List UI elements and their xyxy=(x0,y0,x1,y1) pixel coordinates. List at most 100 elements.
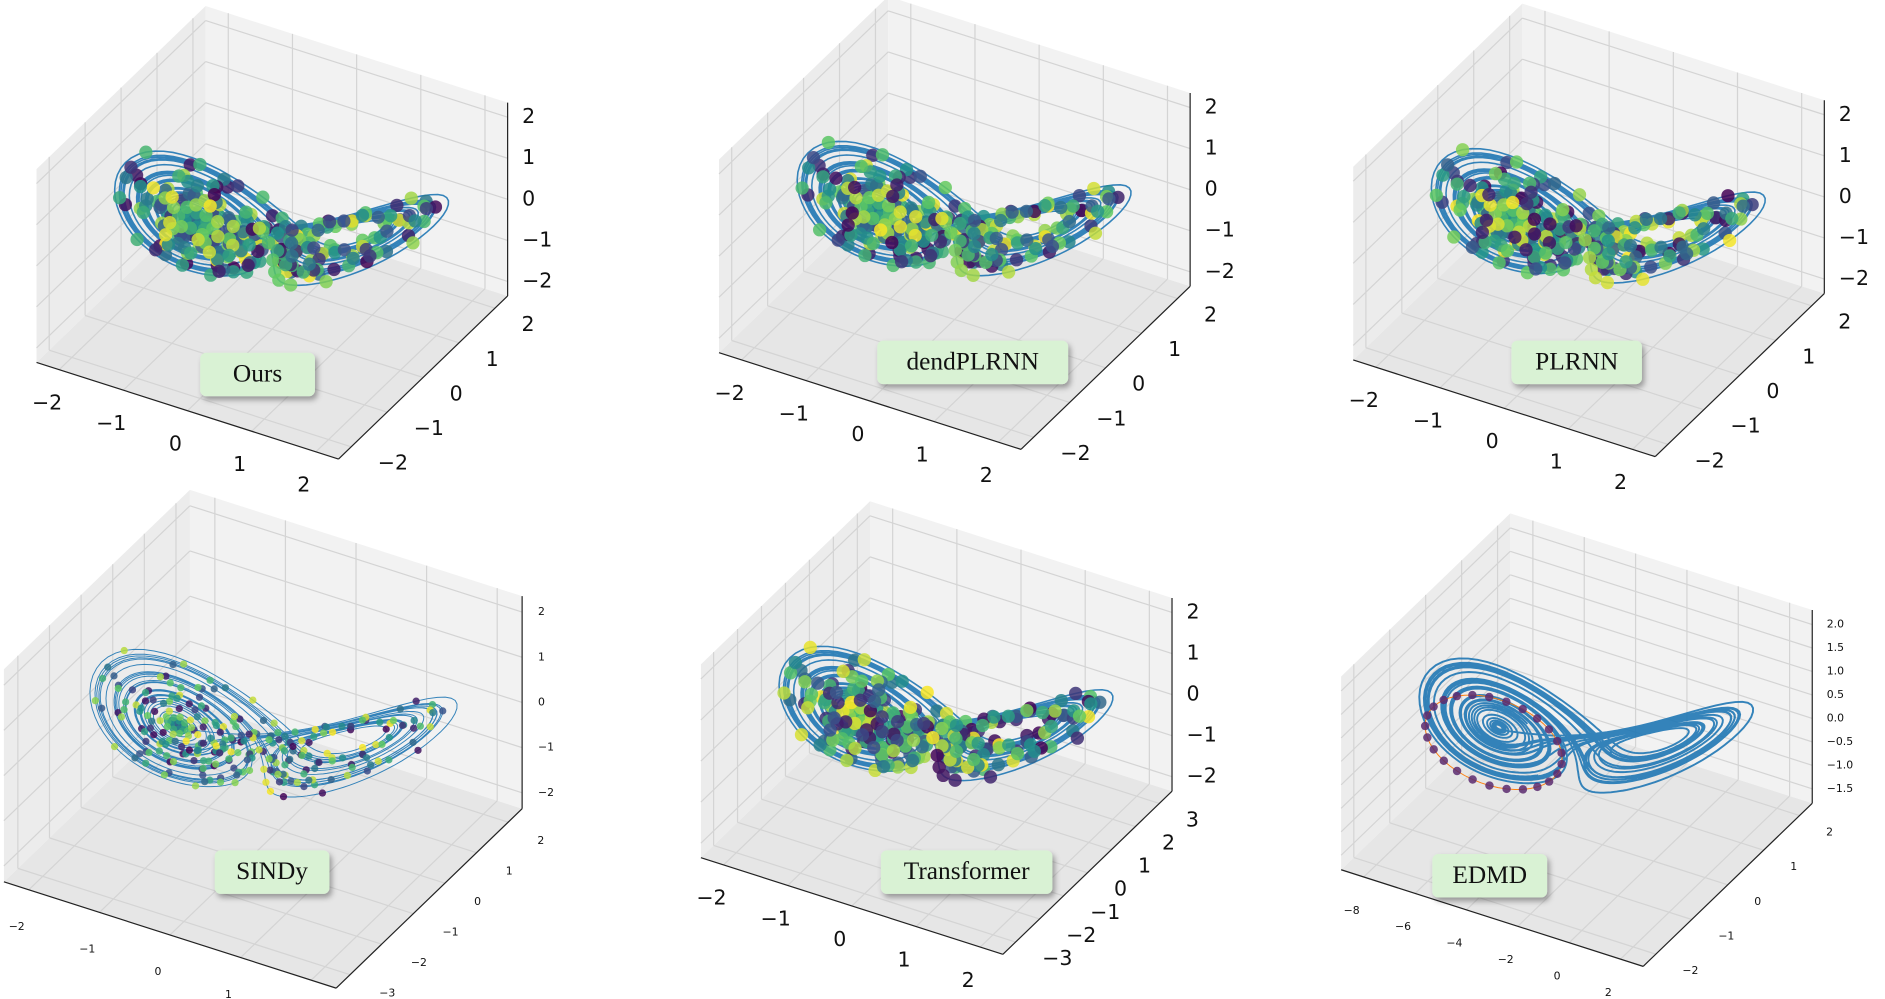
point xyxy=(414,746,422,754)
z-tick-label: 0.5 xyxy=(1827,688,1844,701)
point xyxy=(265,736,273,744)
z-tick-label: −2 xyxy=(1839,266,1869,290)
point xyxy=(216,778,225,786)
point xyxy=(1556,203,1570,217)
point xyxy=(259,716,268,725)
axis-line xyxy=(1642,802,1813,967)
point xyxy=(233,771,241,779)
point xyxy=(885,235,899,250)
point xyxy=(1436,168,1450,182)
z-tick-label: 1 xyxy=(1205,136,1218,160)
z-tick-label: 0.0 xyxy=(1827,711,1844,724)
point xyxy=(240,737,248,745)
point xyxy=(305,776,313,784)
grid-line xyxy=(887,92,1191,191)
point xyxy=(1578,233,1592,247)
point xyxy=(293,778,301,787)
point xyxy=(1475,225,1489,239)
point xyxy=(338,722,346,730)
grid-line xyxy=(189,505,523,613)
point xyxy=(140,192,154,206)
point xyxy=(1484,692,1494,702)
point xyxy=(136,750,144,758)
z-tick-label: 2 xyxy=(538,605,545,618)
point xyxy=(1069,686,1083,701)
point xyxy=(831,696,845,710)
point xyxy=(991,758,1006,772)
point xyxy=(924,248,938,263)
point xyxy=(1502,697,1511,707)
grid-line xyxy=(1522,17,1825,116)
point xyxy=(426,723,434,731)
x-tick-label: 0 xyxy=(154,965,161,978)
z-tick-label: 1 xyxy=(1839,143,1852,167)
point xyxy=(328,728,337,736)
point xyxy=(175,729,184,737)
point xyxy=(1072,189,1087,203)
grid-line xyxy=(36,20,207,185)
y-tick-label: 0 xyxy=(1754,895,1761,908)
point xyxy=(1429,745,1438,754)
point xyxy=(178,743,186,751)
x-tick-label: 0 xyxy=(851,422,864,446)
y-tick-label: −1 xyxy=(1718,929,1734,942)
point xyxy=(1654,240,1668,254)
point xyxy=(921,195,936,210)
point xyxy=(187,723,196,732)
y-tick-label: 3 xyxy=(1186,807,1199,831)
point xyxy=(1602,246,1616,261)
point xyxy=(1628,221,1642,235)
point xyxy=(890,178,904,192)
axis-line xyxy=(700,857,1004,955)
point xyxy=(1663,249,1677,263)
point xyxy=(1087,181,1101,196)
trajectory xyxy=(1418,657,1755,794)
point xyxy=(274,770,282,778)
point xyxy=(948,243,962,258)
point xyxy=(813,738,827,752)
point xyxy=(1429,702,1438,711)
point xyxy=(146,181,161,195)
point xyxy=(193,746,201,755)
point xyxy=(110,672,118,680)
z-tick-label: −1 xyxy=(522,227,552,251)
point xyxy=(876,759,891,774)
point xyxy=(802,161,816,175)
y-tick-label: 0 xyxy=(1114,877,1127,901)
point xyxy=(987,710,1001,724)
z-tick-label: −0.5 xyxy=(1827,735,1853,748)
grid-line xyxy=(1522,58,1825,157)
point xyxy=(261,235,276,250)
z-tick-label: −2 xyxy=(522,268,552,292)
point xyxy=(279,770,287,778)
point xyxy=(165,707,174,715)
point xyxy=(171,737,179,745)
grid-line xyxy=(887,133,1191,232)
point xyxy=(211,229,225,244)
point xyxy=(300,782,308,791)
x-tick-label: −2 xyxy=(1349,388,1379,412)
point xyxy=(1623,238,1638,253)
point xyxy=(136,205,151,220)
point xyxy=(1619,255,1633,269)
grid-line xyxy=(3,686,191,867)
grid-line xyxy=(205,102,508,200)
point xyxy=(1508,230,1522,244)
point xyxy=(844,228,858,242)
point xyxy=(185,746,194,754)
point xyxy=(1447,230,1461,244)
point xyxy=(1629,250,1643,264)
point xyxy=(266,766,274,774)
point xyxy=(806,150,821,165)
point xyxy=(139,145,153,159)
point xyxy=(1533,782,1542,792)
point xyxy=(976,747,991,762)
point xyxy=(311,223,325,237)
point xyxy=(967,226,981,241)
grid-line xyxy=(1473,243,1776,341)
point xyxy=(867,694,882,708)
point xyxy=(114,684,122,692)
point xyxy=(289,742,297,751)
z-tick-label: −1 xyxy=(538,741,554,754)
